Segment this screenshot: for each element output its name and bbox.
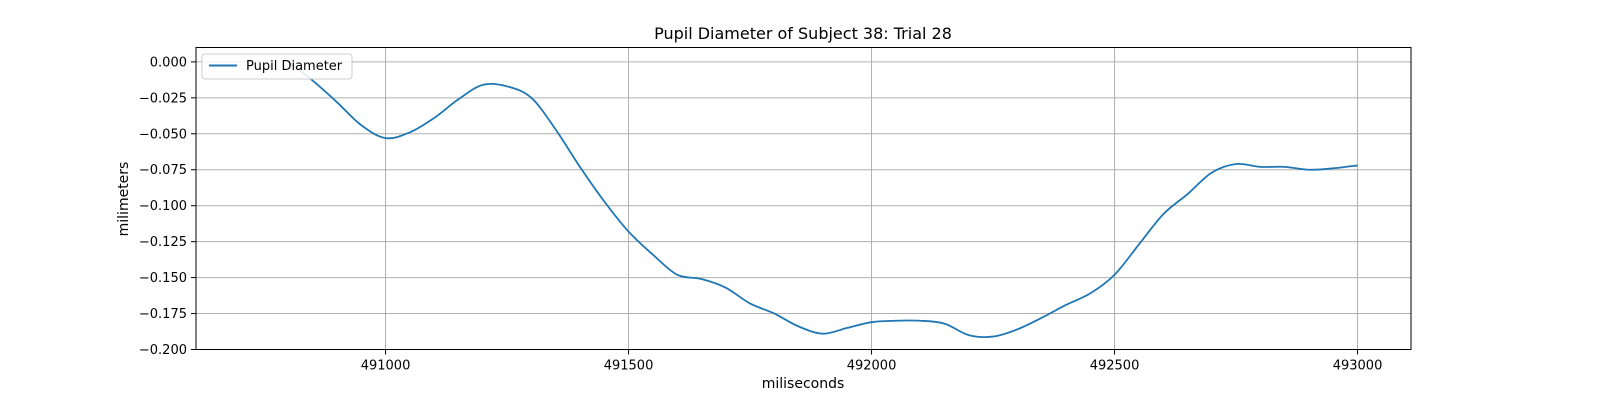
y-tick-label: −0.075 (139, 163, 187, 178)
x-tick-label: 492000 (847, 359, 897, 374)
series-line-pupil-diameter (287, 61, 1358, 338)
y-axis-title: milimeters (116, 162, 132, 237)
y-tick-label: −0.150 (139, 271, 187, 286)
x-axis-title: miliseconds (762, 376, 845, 392)
y-tick-label: −0.200 (139, 343, 187, 358)
x-axis-ticks: 491000 491500 492000 492500 493000 (361, 349, 1383, 374)
y-tick-label: −0.050 (139, 127, 187, 142)
x-tick-label: 491000 (361, 359, 411, 374)
legend: Pupil Diameter (201, 53, 353, 80)
y-tick-label: 0.000 (150, 55, 187, 70)
legend-label: Pupil Diameter (246, 59, 343, 74)
y-tick-label: −0.175 (139, 307, 187, 322)
y-tick-label: −0.125 (139, 235, 187, 250)
x-tick-label: 491500 (604, 359, 654, 374)
plot-frame (195, 47, 1412, 350)
y-axis-ticks: 0.000 −0.025 −0.050 −0.075 −0.100 −0.125 −0.15… (139, 55, 196, 358)
x-tick-label: 492500 (1090, 359, 1140, 374)
grid-lines (196, 47, 1411, 350)
x-tick-label: 493000 (1333, 359, 1383, 374)
chart-title: Pupil Diameter of Subject 38: Trial 28 (654, 24, 952, 43)
y-tick-label: −0.100 (139, 199, 187, 214)
legend-box (201, 53, 353, 80)
series-layer (287, 61, 1358, 338)
y-tick-label: −0.025 (139, 91, 187, 106)
